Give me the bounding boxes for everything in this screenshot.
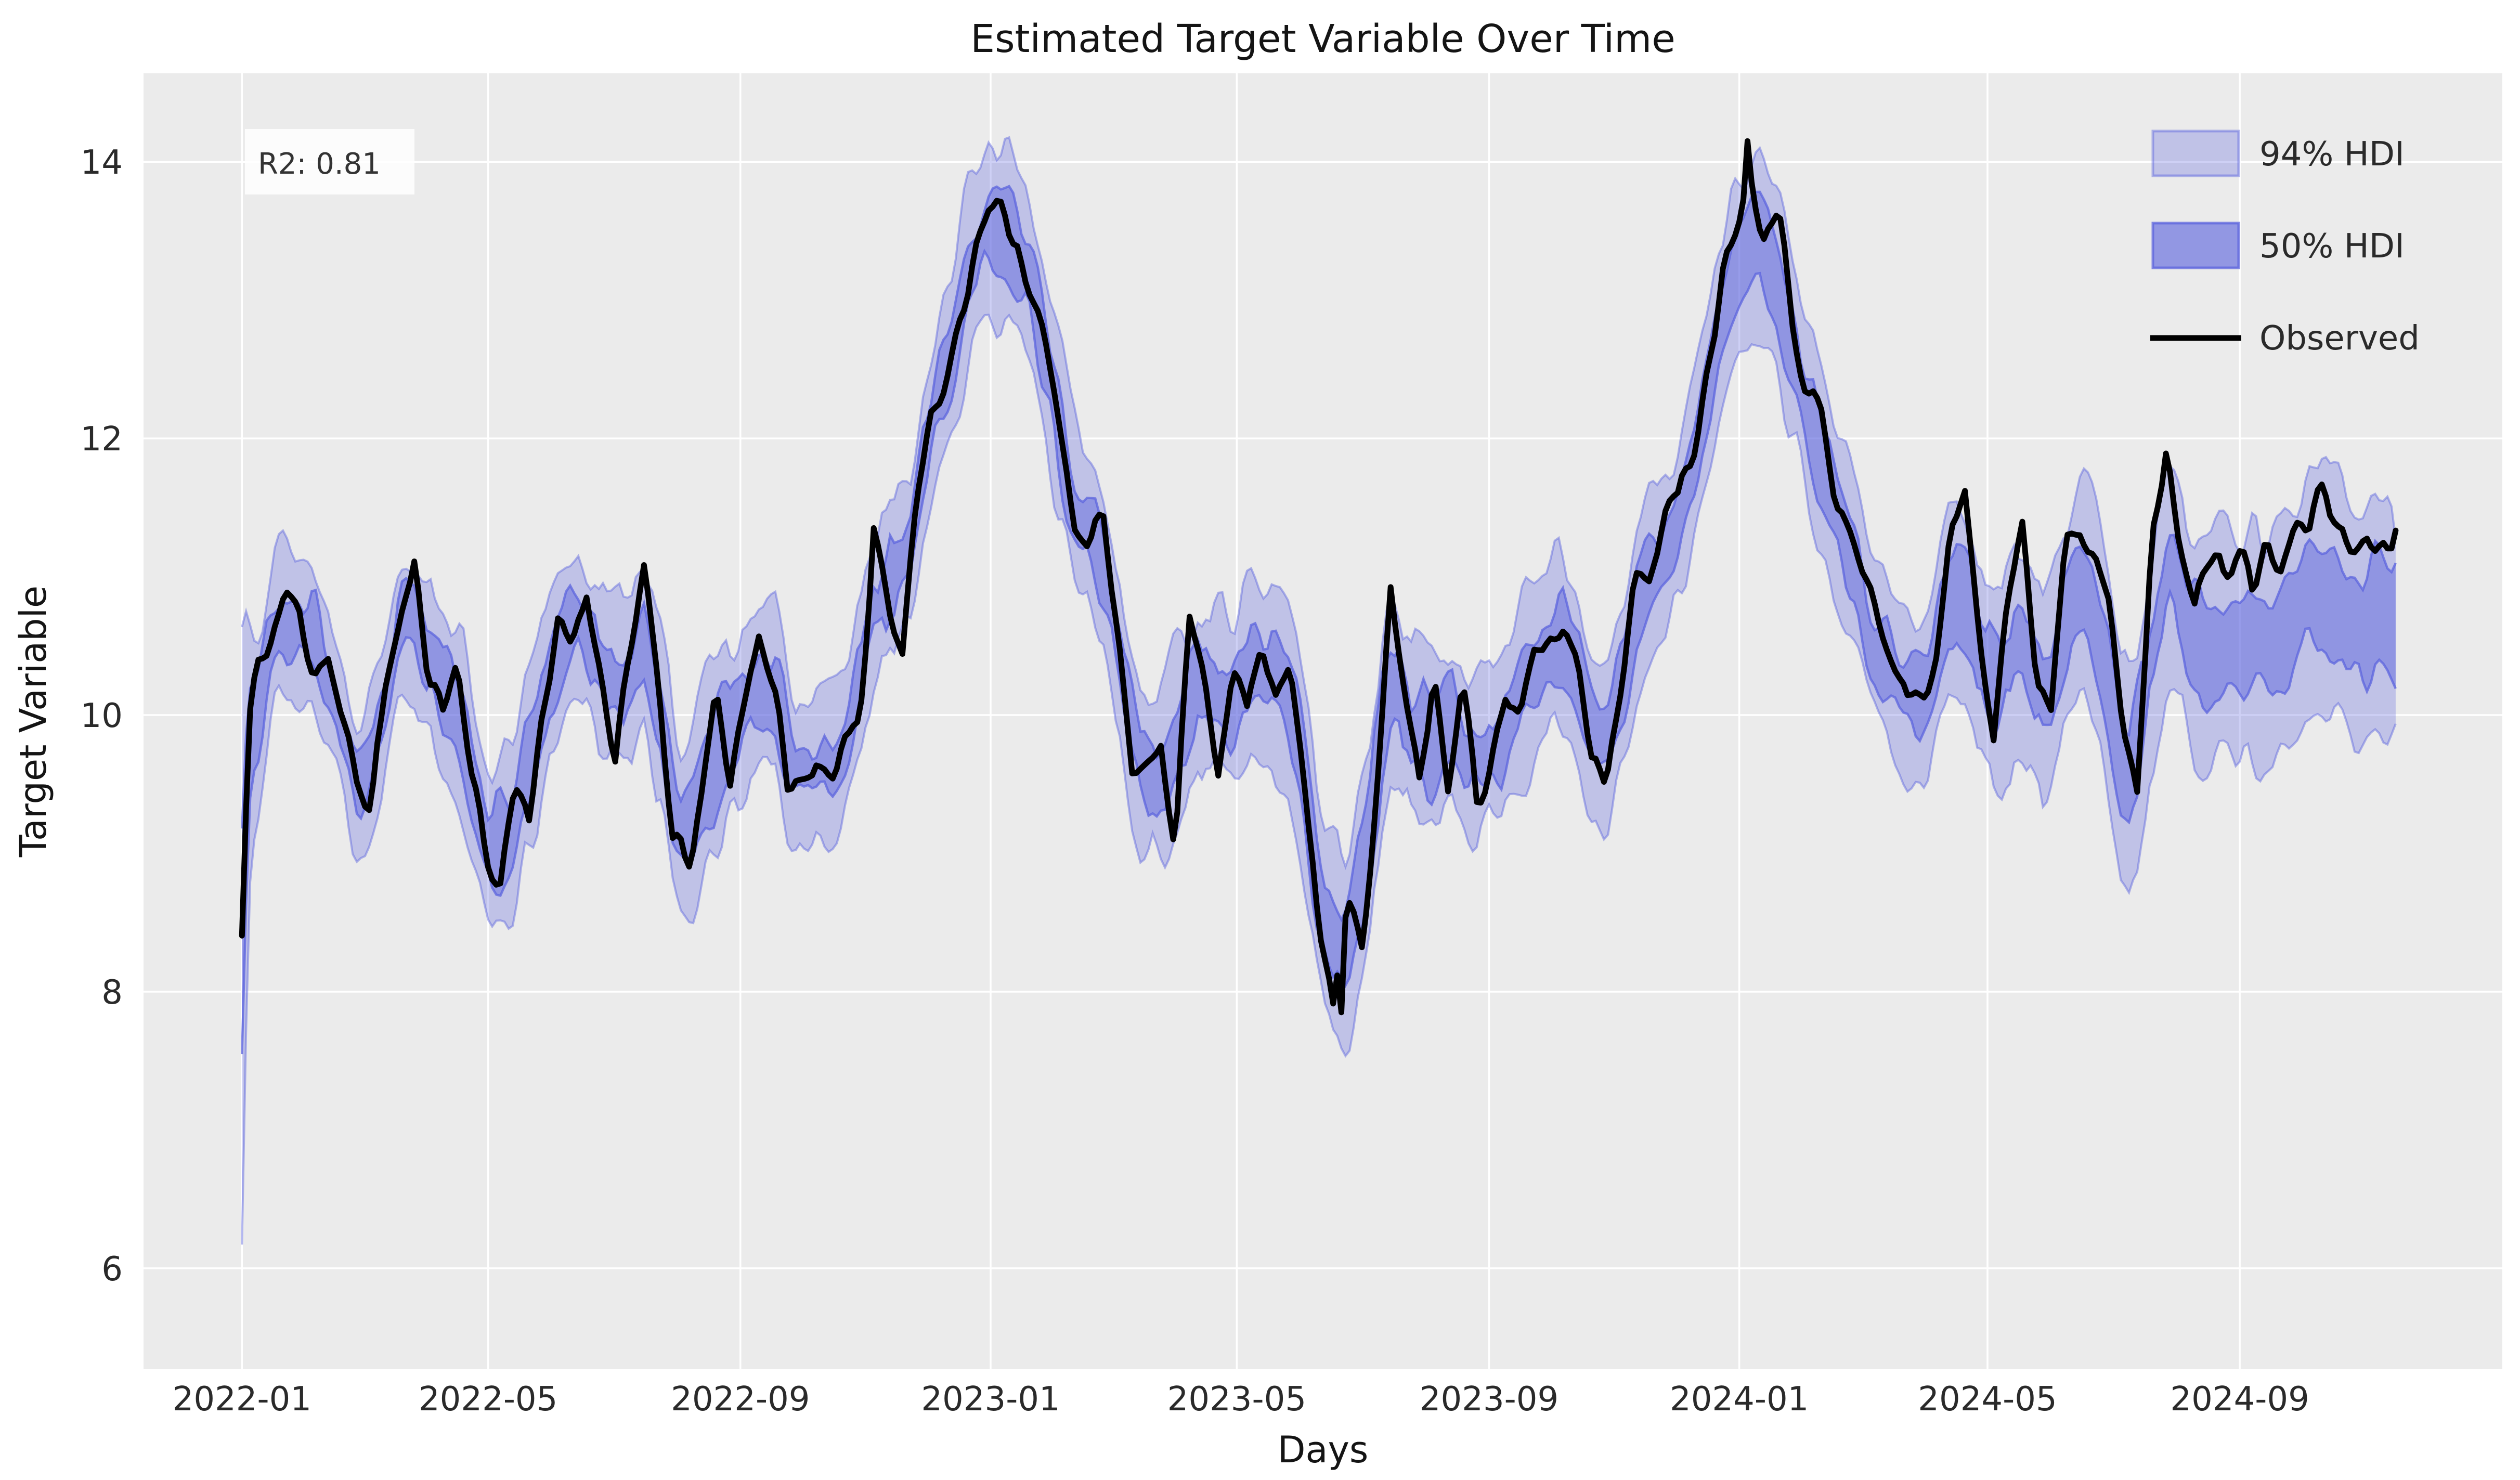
observed-line	[239, 138, 2399, 1016]
y-tick-label: 6	[101, 1250, 123, 1289]
legend: 94% HDI 50% HDI Observed	[2150, 129, 2420, 358]
x-tick-label: 2022-09	[671, 1380, 810, 1419]
y-tick-label: 10	[81, 697, 123, 735]
x-tick-labels: 2022-01 2022-05 2022-09 2023-01 2023-05 2023-…	[173, 1380, 2309, 1419]
legend-label-50-hdi: 50% HDI	[2259, 227, 2405, 266]
x-tick-label: 2024-05	[1918, 1380, 2057, 1419]
y-tick-label: 14	[81, 144, 123, 182]
series-group	[239, 136, 2399, 1245]
r2-annotation: R2: 0.81	[245, 129, 414, 194]
x-tick-label: 2023-01	[921, 1380, 1060, 1419]
r2-annotation-box	[245, 129, 414, 194]
chart-title: Estimated Target Variable Over Time	[970, 17, 1675, 61]
r2-annotation-text: R2: 0.81	[258, 147, 381, 181]
x-tick-label: 2022-01	[173, 1380, 311, 1419]
hdi94-upper-edge	[241, 136, 2397, 871]
plot-background	[144, 73, 2502, 1369]
x-tick-label: 2024-01	[1670, 1380, 1809, 1419]
x-tick-label: 2022-05	[419, 1380, 557, 1419]
x-tick-label: 2023-05	[1167, 1380, 1306, 1419]
y-tick-label: 12	[81, 420, 123, 459]
legend-label-94-hdi: 94% HDI	[2259, 135, 2405, 174]
x-tick-label: 2024-09	[2170, 1380, 2309, 1419]
hdi50-band	[242, 186, 2396, 1055]
legend-label-observed: Observed	[2259, 319, 2420, 358]
y-tick-label: 8	[101, 973, 123, 1012]
hdi94-band	[242, 137, 2396, 1245]
legend-swatch-50-hdi	[2151, 222, 2240, 269]
y-tick-labels: 6 8 10 12 14	[81, 144, 123, 1289]
y-axis-label: Target Variable	[12, 586, 55, 858]
x-tick-label: 2023-09	[1420, 1380, 1558, 1419]
hdi50-upper-edge	[241, 185, 2397, 923]
x-axis-label: Days	[1278, 1429, 1369, 1471]
hdi94-lower-edge	[241, 313, 2397, 1245]
legend-swatch-94-hdi	[2151, 129, 2240, 177]
